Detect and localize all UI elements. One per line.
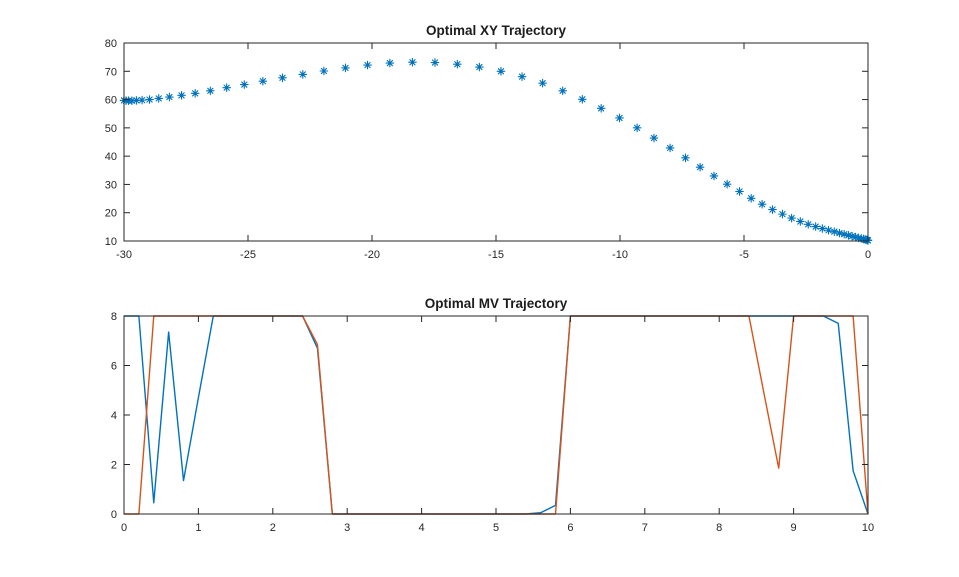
asterisk-marker xyxy=(319,66,329,76)
x-tick-label: -5 xyxy=(739,249,749,261)
x-tick-label: 1 xyxy=(195,522,201,534)
asterisk-marker xyxy=(632,123,642,133)
asterisk-marker xyxy=(615,113,624,123)
asterisk-marker xyxy=(768,205,777,214)
asterisk-marker xyxy=(278,73,287,83)
y-tick-label: 80 xyxy=(105,38,117,50)
x-tick-label: 9 xyxy=(791,522,797,534)
x-tick-label: 10 xyxy=(862,522,874,534)
asterisk-marker xyxy=(190,88,200,98)
asterisk-marker xyxy=(475,62,484,72)
y-tick-label: 6 xyxy=(111,361,117,373)
asterisk-marker xyxy=(239,80,249,89)
asterisk-marker xyxy=(854,233,863,243)
asterisk-marker xyxy=(835,228,844,238)
mv-line-mv1 xyxy=(124,315,869,515)
x-tick-label: -15 xyxy=(488,249,504,261)
asterisk-marker xyxy=(298,70,308,79)
asterisk-marker xyxy=(649,133,659,143)
y-tick-label: 60 xyxy=(105,95,117,107)
asterisk-marker xyxy=(746,193,756,203)
x-tick-label: 6 xyxy=(567,522,573,534)
x-tick-label: 2 xyxy=(270,522,276,534)
asterisk-marker xyxy=(165,92,174,102)
asterisk-marker xyxy=(177,90,186,100)
asterisk-marker xyxy=(154,94,164,103)
asterisk-marker xyxy=(341,63,350,73)
x-tick-label: 4 xyxy=(419,522,425,534)
mv-line-mv2 xyxy=(124,315,869,515)
x-tick-label: 0 xyxy=(865,249,871,261)
y-tick-label: 70 xyxy=(105,66,117,78)
asterisk-marker xyxy=(851,232,860,242)
x-tick-label: -30 xyxy=(116,249,132,261)
asterisk-marker xyxy=(681,153,690,163)
asterisk-marker xyxy=(205,86,215,96)
xy-trajectory-chart: -30 -25 -20 -15 -10 -5 0 10 20 30 40 50 60 70 80 xyxy=(105,38,873,261)
asterisk-marker xyxy=(258,76,268,86)
asterisk-marker xyxy=(818,224,827,233)
x-tick-label: 8 xyxy=(716,522,722,534)
asterisk-marker xyxy=(496,66,506,76)
asterisk-marker xyxy=(452,59,462,69)
xy-chart-title: Optimal XY Trajectory xyxy=(426,23,567,38)
asterisk-marker xyxy=(517,72,527,82)
asterisk-marker xyxy=(844,230,853,240)
asterisk-marker xyxy=(757,199,767,209)
y-tick-label: 4 xyxy=(111,410,117,422)
mv-chart-title: Optimal MV Trajectory xyxy=(425,296,568,311)
asterisk-marker xyxy=(839,229,849,239)
asterisk-marker xyxy=(145,95,154,104)
asterisk-marker xyxy=(363,60,372,70)
x-tick-label: -20 xyxy=(364,249,380,261)
asterisk-marker xyxy=(430,58,440,67)
asterisk-marker xyxy=(778,209,787,219)
y-tick-label: 0 xyxy=(111,509,117,521)
x-tick-label: -10 xyxy=(612,249,628,261)
asterisk-marker xyxy=(137,95,147,105)
asterisk-marker xyxy=(856,234,866,243)
asterisk-marker xyxy=(847,231,857,241)
asterisk-marker xyxy=(538,78,547,88)
y-tick-label: 8 xyxy=(111,311,117,323)
asterisk-marker xyxy=(222,83,232,93)
x-tick-label: 3 xyxy=(344,522,350,534)
asterisk-marker xyxy=(803,219,813,229)
asterisk-marker xyxy=(127,96,137,106)
asterisk-marker xyxy=(385,58,395,68)
x-tick-label: 0 xyxy=(121,522,127,534)
asterisk-marker xyxy=(665,143,675,153)
axes-box xyxy=(123,42,869,242)
asterisk-marker xyxy=(695,162,705,172)
asterisk-marker xyxy=(829,227,839,237)
asterisk-marker xyxy=(735,187,744,196)
x-tick-label: 7 xyxy=(642,522,648,534)
asterisk-marker xyxy=(408,57,417,67)
y-tick-label: 2 xyxy=(111,460,117,472)
asterisk-marker xyxy=(558,86,568,96)
asterisk-marker xyxy=(709,171,719,181)
asterisk-marker xyxy=(787,213,796,223)
asterisk-marker xyxy=(795,217,805,226)
asterisk-marker xyxy=(596,103,606,113)
y-tick-label: 20 xyxy=(105,208,117,220)
y-tick-label: 50 xyxy=(105,123,117,135)
asterisk-marker xyxy=(824,225,833,235)
x-tick-label: -25 xyxy=(240,249,256,261)
asterisk-marker xyxy=(577,94,587,104)
mv-trajectory-chart: 0 1 2 3 4 5 6 7 8 9 10 0 2 4 6 8 xyxy=(111,311,874,534)
asterisk-marker xyxy=(132,96,141,105)
asterisk-marker xyxy=(811,222,821,231)
x-tick-label: 5 xyxy=(493,522,499,534)
asterisk-marker xyxy=(722,179,732,189)
asterisk-marker xyxy=(859,234,868,244)
y-tick-label: 40 xyxy=(105,151,117,163)
y-tick-label: 30 xyxy=(105,179,117,191)
axes-box xyxy=(123,315,869,515)
y-tick-label: 10 xyxy=(105,236,117,248)
